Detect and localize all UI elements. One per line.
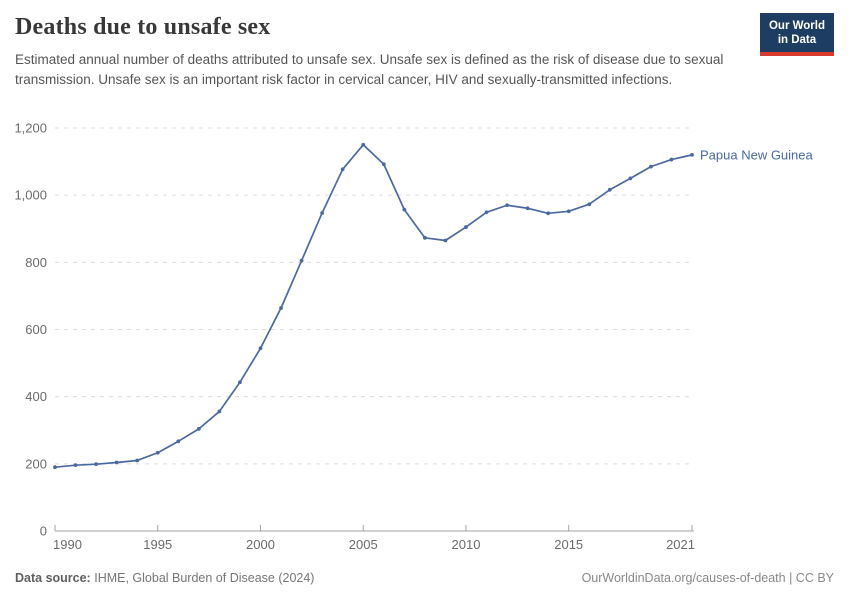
data-point bbox=[422, 235, 427, 240]
chart-title: Deaths due to unsafe sex bbox=[15, 14, 271, 40]
y-tick-label: 0 bbox=[40, 524, 47, 539]
data-point bbox=[525, 206, 530, 211]
x-tick-label: 2021 bbox=[666, 537, 695, 552]
data-point bbox=[566, 209, 571, 214]
y-tick-label: 400 bbox=[25, 389, 47, 404]
y-tick-label: 1,200 bbox=[14, 121, 47, 136]
data-source-value: IHME, Global Burden of Disease (2024) bbox=[94, 571, 315, 585]
data-point bbox=[114, 460, 119, 465]
data-point bbox=[484, 210, 489, 215]
data-point bbox=[546, 211, 551, 216]
owid-logo-line2: in Data bbox=[777, 34, 817, 47]
owid-logo[interactable]: Our World in Data bbox=[759, 13, 834, 56]
x-tick-label: 1995 bbox=[143, 537, 172, 552]
chart-subtitle: Estimated annual number of deaths attrib… bbox=[15, 52, 724, 87]
data-point bbox=[340, 167, 345, 172]
data-point bbox=[53, 465, 57, 470]
data-point bbox=[73, 463, 78, 468]
data-point bbox=[649, 164, 653, 169]
data-point bbox=[258, 346, 263, 351]
y-axis: 0 200 400 600 800 1,000 1,200 bbox=[14, 121, 694, 539]
x-tick-label: 2010 bbox=[452, 537, 481, 552]
data-source-label: Data source: bbox=[15, 571, 91, 585]
series: Papua New Guinea bbox=[53, 142, 814, 470]
data-point bbox=[443, 238, 448, 243]
data-point bbox=[176, 439, 181, 444]
owid-logo-line1: Our World bbox=[768, 20, 825, 32]
data-point bbox=[402, 207, 407, 212]
x-tick-label: 2005 bbox=[349, 537, 378, 552]
data-point bbox=[607, 187, 612, 192]
x-tick-label: 2000 bbox=[246, 537, 275, 552]
data-point bbox=[669, 157, 674, 162]
data-point bbox=[135, 458, 140, 463]
data-point bbox=[587, 202, 592, 207]
data-point bbox=[690, 152, 694, 157]
data-line[interactable] bbox=[54, 143, 693, 469]
data-point bbox=[196, 427, 201, 431]
data-source: Data source: IHME, Global Burden of Dise… bbox=[15, 571, 314, 585]
x-tick-label: 1990 bbox=[53, 537, 82, 552]
data-point bbox=[238, 380, 242, 385]
data-point bbox=[217, 409, 222, 414]
data-point bbox=[505, 203, 509, 208]
data-point bbox=[94, 462, 98, 467]
y-tick-label: 600 bbox=[25, 322, 47, 337]
credit-link[interactable]: OurWorldinData.org/causes-of-death | CC … bbox=[581, 571, 834, 585]
y-tick-label: 1,000 bbox=[14, 188, 47, 203]
line-chart[interactable]: 0 200 400 600 800 1,000 1,200 1990 1995 2000 2005 2… bbox=[0, 108, 850, 568]
x-axis: 1990 1995 2000 2005 2010 2015 2021 bbox=[53, 525, 695, 552]
data-point bbox=[299, 258, 304, 263]
series-end-label[interactable]: Papua New Guinea bbox=[700, 147, 814, 162]
y-tick-label: 200 bbox=[25, 456, 47, 471]
data-point bbox=[628, 176, 633, 181]
data-point bbox=[320, 211, 325, 215]
data-point bbox=[155, 450, 160, 455]
x-tick-label: 2015 bbox=[554, 537, 583, 552]
data-point bbox=[464, 225, 468, 229]
y-tick-label: 800 bbox=[25, 255, 47, 270]
data-point bbox=[279, 306, 283, 310]
data-point bbox=[381, 162, 386, 167]
data-point bbox=[361, 142, 366, 147]
